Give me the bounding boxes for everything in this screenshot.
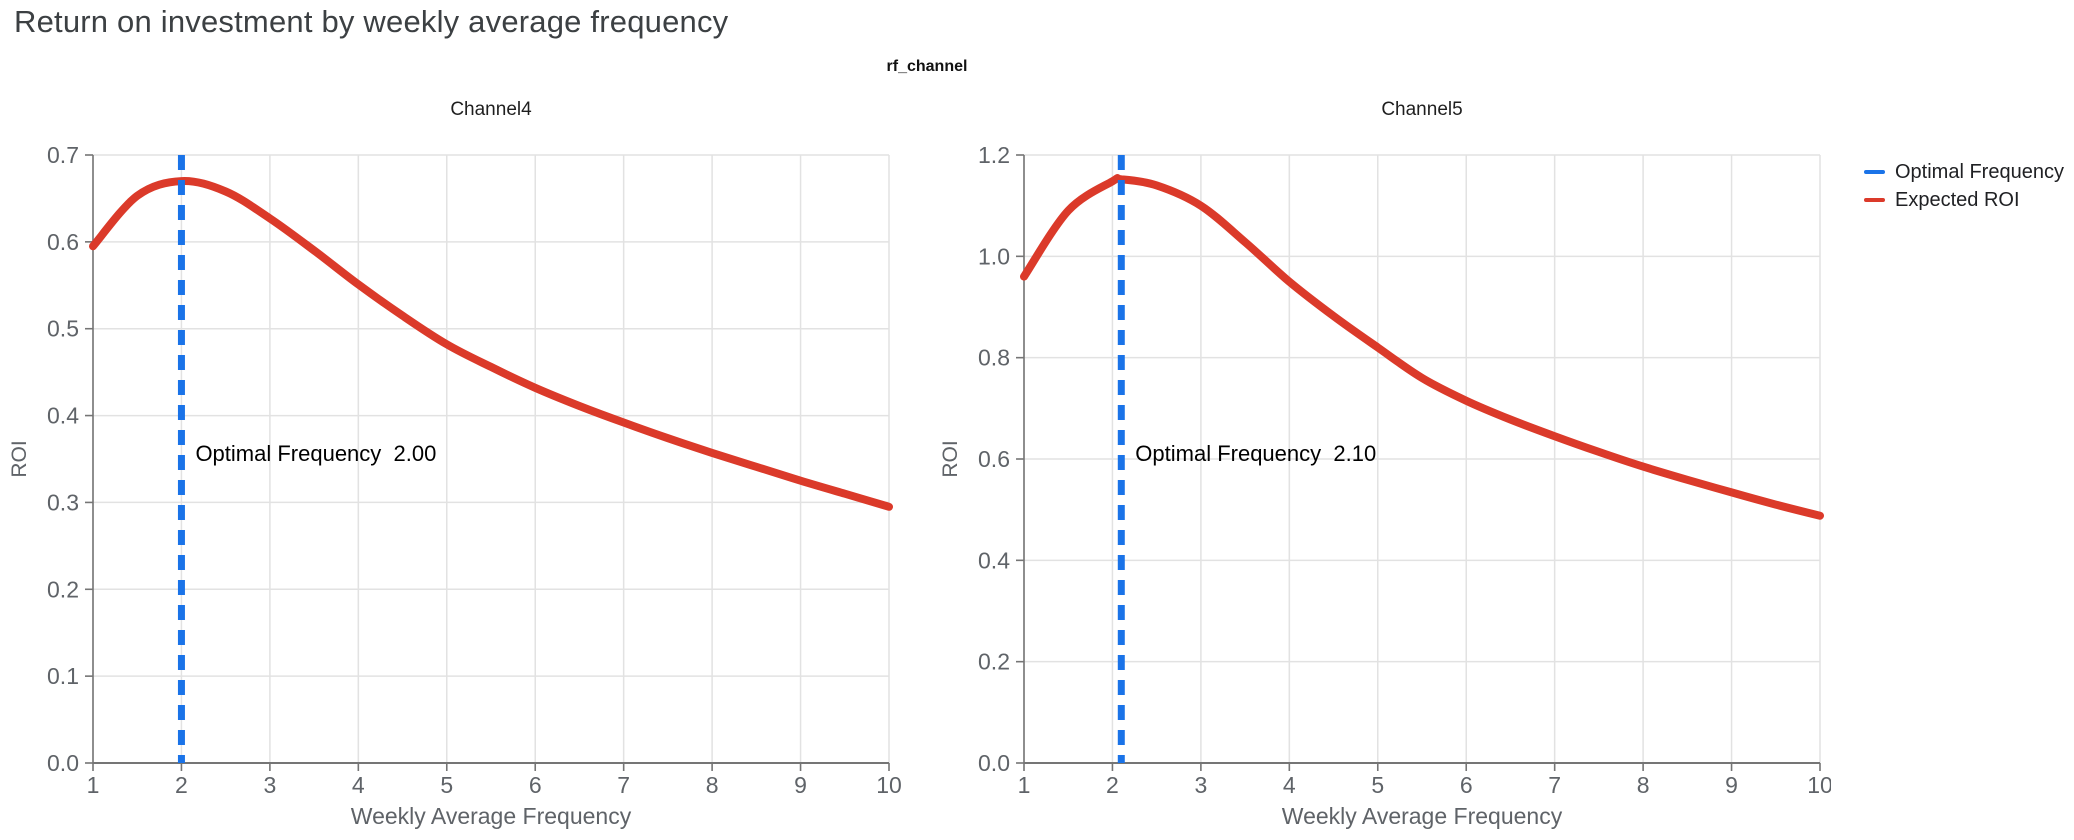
y-tick-label: 0.2 (47, 576, 79, 602)
y-tick-label: 1.2 (978, 142, 1010, 168)
chart-channel5: 1 2 3 4 5 6 7 8 9 10 0.0 0.2 0.4 0.6 0.8 1.0 1.2 Weekly A… (939, 99, 1831, 829)
x-tick-label: 7 (1548, 772, 1561, 798)
x-tick-label: 9 (794, 772, 807, 798)
facet-header: rf_channel (886, 58, 968, 75)
x-tick-label: 6 (529, 772, 542, 798)
legend-line-icon (1864, 170, 1885, 174)
y-tick-label: 0.7 (47, 142, 79, 168)
optimal-frequency-annotation: Optimal Frequency 2.10 (1135, 441, 1376, 466)
x-tick-label: 4 (352, 772, 365, 798)
x-tick-label: 1 (87, 772, 100, 798)
y-tick-label: 0.5 (47, 316, 79, 342)
legend-line-icon (1864, 198, 1885, 202)
subplot-title: Channel4 (450, 99, 532, 120)
y-axis-title: ROI (939, 440, 962, 477)
x-tick-label: 1 (1018, 772, 1031, 798)
y-tick-label: 0.1 (47, 663, 79, 689)
legend: Optimal Frequency Expected ROI (1864, 159, 2064, 215)
page-title: Return on investment by weekly average f… (14, 4, 729, 39)
y-tick-label: 0.8 (978, 345, 1010, 371)
x-tick-label: 8 (706, 772, 719, 798)
y-tick-label: 0.0 (47, 750, 79, 776)
x-tick-label: 3 (1194, 772, 1207, 798)
y-tick-label: 0.4 (978, 547, 1010, 573)
x-tick-label: 8 (1637, 772, 1650, 798)
y-tick-label: 0.0 (978, 750, 1010, 776)
x-axis-title: Weekly Average Frequency (351, 803, 632, 829)
x-tick-label: 7 (617, 772, 630, 798)
x-tick-label: 9 (1725, 772, 1738, 798)
x-tick-label: 6 (1460, 772, 1473, 798)
y-tick-label: 0.3 (47, 489, 79, 515)
y-tick-label: 0.4 (47, 403, 79, 429)
x-tick-label: 3 (263, 772, 276, 798)
y-tick-label: 0.6 (978, 446, 1010, 472)
legend-label: Expected ROI (1895, 188, 2020, 211)
x-tick-label: 5 (1371, 772, 1384, 798)
legend-item-expected-roi: Expected ROI (1864, 187, 2064, 213)
expected-roi-curve (89, 177, 893, 511)
y-tick-label: 1.0 (978, 243, 1010, 269)
chart-channel4: 1 2 3 4 5 6 7 8 9 10 0.0 0.1 0.2 0.3 0.4 0.5 0.6 0.7 Weekl… (8, 99, 902, 829)
x-tick-label: 4 (1283, 772, 1296, 798)
x-tick-label: 5 (440, 772, 453, 798)
x-tick-label: 2 (1106, 772, 1119, 798)
legend-item-optimal-frequency: Optimal Frequency (1864, 159, 2064, 185)
subplot-title: Channel5 (1381, 99, 1462, 120)
legend-label: Optimal Frequency (1895, 160, 2064, 183)
x-axis-title: Weekly Average Frequency (1282, 803, 1563, 829)
y-tick-label: 0.6 (47, 229, 79, 255)
y-tick-label: 0.2 (978, 649, 1010, 675)
x-tick-label: 10 (876, 772, 902, 798)
x-tick-label: 2 (175, 772, 188, 798)
expected-roi-curve (1020, 174, 1824, 520)
y-axis-title: ROI (8, 440, 31, 477)
optimal-frequency-annotation: Optimal Frequency 2.00 (195, 441, 436, 466)
x-tick-label: 10 (1807, 772, 1831, 798)
